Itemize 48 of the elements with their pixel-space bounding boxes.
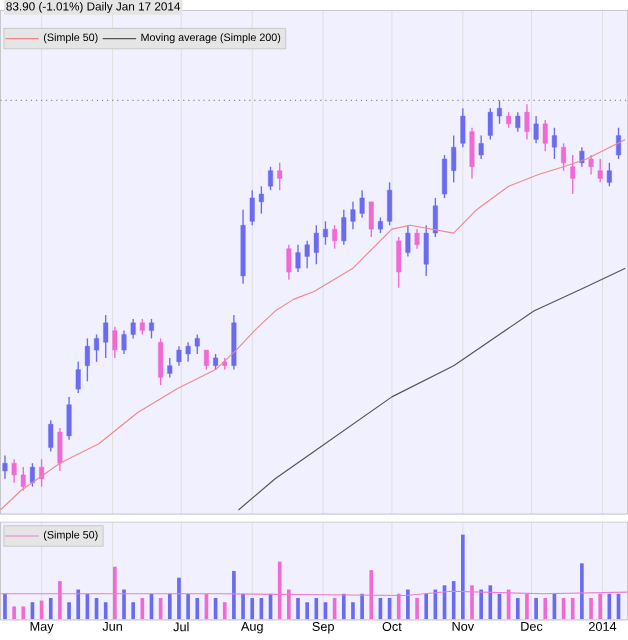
candlestick <box>442 154 447 199</box>
candlestick <box>332 224 338 250</box>
candlestick <box>322 220 328 246</box>
candlestick <box>286 244 292 281</box>
candlestick <box>460 107 466 148</box>
candlestick <box>579 146 585 168</box>
candlestick <box>29 462 35 488</box>
candlestick <box>39 458 45 488</box>
candlestick <box>112 325 118 359</box>
candlestick <box>194 333 200 355</box>
candlestick <box>496 99 502 125</box>
candlestick <box>103 314 109 359</box>
candlestick <box>48 419 54 453</box>
candlestick <box>542 119 548 152</box>
candlestick <box>268 166 273 191</box>
candlestick <box>570 154 576 195</box>
candlestick <box>588 154 594 176</box>
candlestick <box>515 111 521 133</box>
candlestick <box>478 134 484 160</box>
candlestick <box>368 201 374 238</box>
candlestick <box>487 107 493 141</box>
candlestick <box>414 228 420 250</box>
candlestick <box>597 158 603 184</box>
candlestick <box>524 103 530 141</box>
candlestick <box>405 224 411 258</box>
candlestick <box>66 396 72 441</box>
candlestick <box>94 333 99 363</box>
candlestick <box>167 357 173 379</box>
candlestick <box>84 337 90 382</box>
candlestick <box>533 115 539 145</box>
candlestick <box>130 318 136 340</box>
candlestick <box>203 349 209 371</box>
candlestick <box>148 318 154 340</box>
candlestick <box>551 127 557 160</box>
candlestick <box>158 337 164 386</box>
candlestick <box>396 236 402 289</box>
candlestick <box>121 329 127 355</box>
candlestick <box>75 361 81 394</box>
candlestick <box>469 127 475 180</box>
candlestick <box>606 162 612 187</box>
candlestick <box>277 162 283 191</box>
candlestick <box>616 127 621 160</box>
candlestick <box>57 427 63 472</box>
candlestick <box>387 181 393 226</box>
candlestick <box>231 314 237 371</box>
candlestick <box>451 134 457 184</box>
candlestick <box>2 454 8 480</box>
candlestick <box>561 142 567 172</box>
